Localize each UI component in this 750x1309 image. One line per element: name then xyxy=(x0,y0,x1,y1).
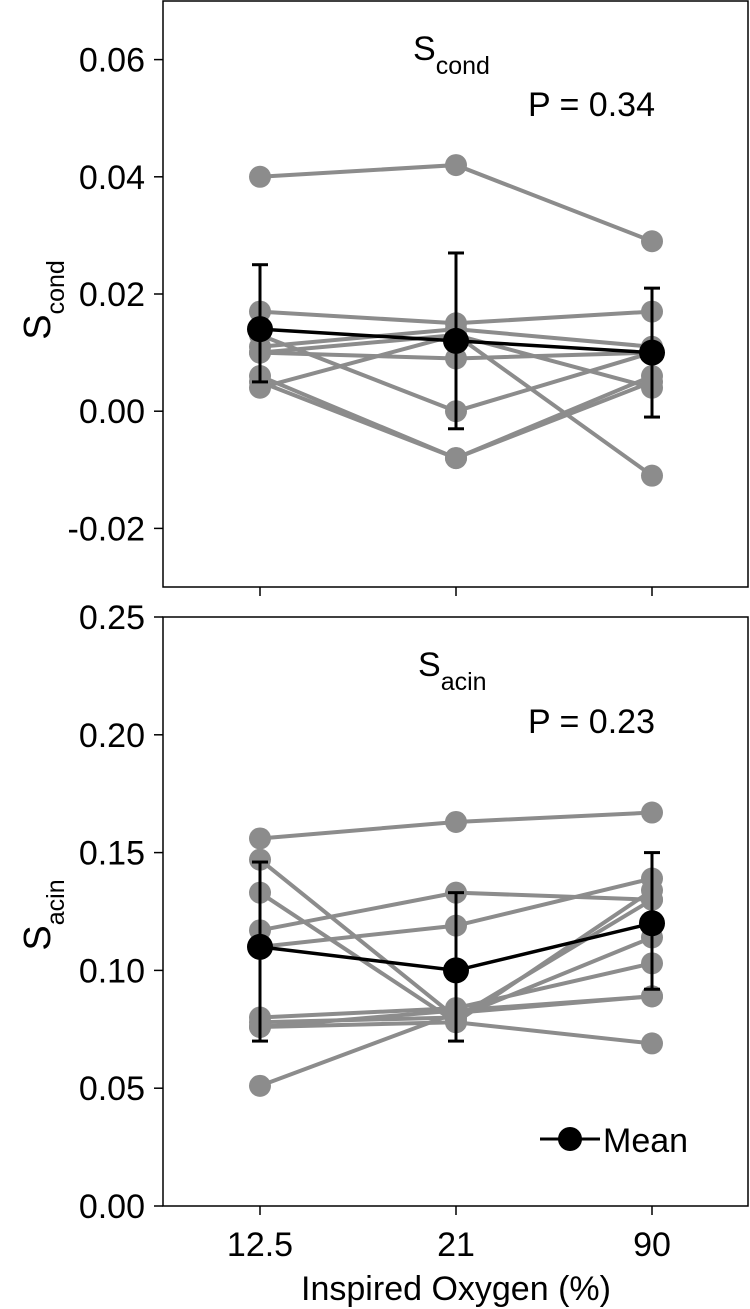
subject-point xyxy=(445,447,467,470)
subject-point xyxy=(445,810,467,833)
subject-point xyxy=(641,985,663,1008)
series-group xyxy=(247,154,665,487)
mean-point xyxy=(247,316,273,343)
y-tick-label: 0.04 xyxy=(79,159,145,197)
y-tick-label: 0.25 xyxy=(79,599,145,637)
x-tick-label: 90 xyxy=(633,1226,671,1264)
y-axis-label: Sacin xyxy=(17,879,70,950)
y-tick-label: 0.15 xyxy=(79,835,145,873)
y-tick-label: 0.06 xyxy=(79,42,145,80)
mean-point xyxy=(247,933,273,960)
x-axis-ticks xyxy=(259,587,653,596)
y-axis-ticks: 0.25 0.20 0.15 0.10 0.05 0.00 xyxy=(79,599,163,1226)
mean-point xyxy=(443,327,469,354)
subject-point xyxy=(641,801,663,824)
y-tick-label: 0.02 xyxy=(79,276,145,314)
subject-point xyxy=(249,165,271,188)
subject-point xyxy=(249,848,271,871)
subject-point xyxy=(641,464,663,487)
y-tick-label: 0.10 xyxy=(79,952,145,990)
series-group xyxy=(247,801,665,1097)
y-tick-label: 0.00 xyxy=(79,393,145,431)
mean-point xyxy=(639,910,665,937)
panel-title: Scond xyxy=(413,30,490,80)
x-tick-label: 12.5 xyxy=(227,1226,293,1264)
legend-label: Mean xyxy=(603,1122,688,1160)
subject-point xyxy=(641,230,663,253)
p-value-annotation: P = 0.23 xyxy=(528,703,655,741)
subject-point xyxy=(249,1074,271,1097)
x-tick-label: 21 xyxy=(437,1226,475,1264)
x-axis-ticks: 12.5 21 90 xyxy=(227,1206,671,1264)
legend: Mean xyxy=(540,1122,688,1160)
legend-marker xyxy=(558,1127,582,1151)
subject-line xyxy=(259,163,653,244)
y-axis-ticks: 0.06 0.04 0.02 0.00 -0.02 xyxy=(68,42,163,548)
x-axis-label: Inspired Oxygen (%) xyxy=(301,1270,611,1308)
panel-sacin: 0.250.200.150.100.050.00 12.5 21 90 Sacin … xyxy=(17,599,749,1264)
y-tick-label: 0.05 xyxy=(79,1070,145,1108)
y-tick-label: -0.02 xyxy=(68,510,146,548)
panel-title: Sacin xyxy=(418,646,487,696)
y-axis-label: Scond xyxy=(17,260,70,340)
mean-point xyxy=(443,957,469,984)
y-tick-label: 0.20 xyxy=(79,717,145,755)
subject-point xyxy=(641,1032,663,1055)
y-tick-label: 0.00 xyxy=(79,1188,145,1226)
panel-scond: 0.06 0.04 0.02 0.00 -0.02 Scond P = 0.34 Sco… xyxy=(17,0,749,596)
mean-point xyxy=(639,339,665,366)
subject-point xyxy=(249,827,271,850)
subject-point xyxy=(445,154,467,177)
p-value-annotation: P = 0.34 xyxy=(528,86,655,124)
